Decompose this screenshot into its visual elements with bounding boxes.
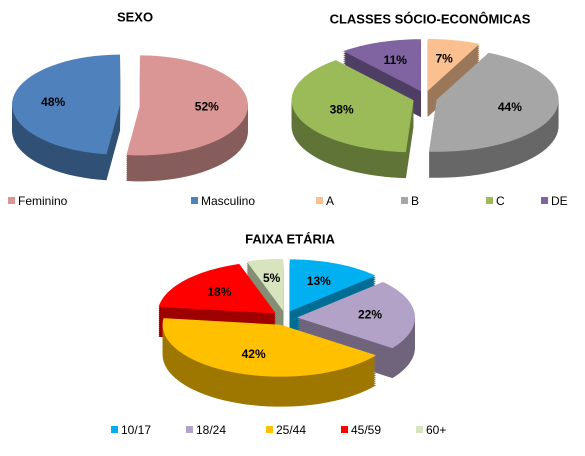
- legend-swatch: [486, 197, 493, 204]
- legend-label: B: [411, 194, 419, 208]
- legend-label: Feminino: [18, 194, 68, 208]
- legend-swatch: [8, 197, 15, 204]
- value-label: 44%: [498, 100, 522, 114]
- pie-slice: [12, 54, 121, 155]
- pie-slice: [246, 258, 284, 311]
- pie-slice: [427, 38, 480, 91]
- legend-label: A: [326, 194, 334, 208]
- legend-swatch: [191, 197, 198, 204]
- pie-slice: [162, 318, 377, 377]
- pie-slice: [289, 259, 376, 312]
- legend-label: C: [496, 194, 505, 208]
- chart-title: SEXO: [117, 9, 153, 24]
- value-label: 52%: [195, 99, 219, 113]
- value-label: 38%: [330, 102, 354, 116]
- chart-title: CLASSES SÓCIO-ECONÔMICAS: [330, 11, 531, 26]
- pie-slice: [296, 281, 415, 349]
- legend-label: 45/59: [351, 423, 381, 437]
- value-label: 48%: [41, 95, 65, 109]
- pie-slice: [343, 39, 421, 92]
- value-label: 13%: [307, 274, 331, 288]
- value-label: 7%: [435, 52, 453, 66]
- legend-label: 60+: [426, 423, 446, 437]
- legend-label: 10/17: [121, 423, 151, 437]
- chart-title: FAIXA ETÁRIA: [245, 231, 335, 246]
- legend-label: Masculino: [201, 194, 255, 208]
- value-label: 42%: [242, 347, 266, 361]
- legend-swatch: [316, 197, 323, 204]
- pie-slice: [291, 60, 414, 153]
- pie-slice: [428, 52, 559, 152]
- legend-label: DE: [551, 194, 568, 208]
- pie-slice: [158, 263, 276, 314]
- value-label: 22%: [358, 308, 382, 322]
- legend-swatch: [186, 426, 193, 433]
- value-label: 18%: [207, 285, 231, 299]
- pie-slice: [126, 55, 248, 156]
- legend-swatch: [541, 197, 548, 204]
- value-label: 11%: [384, 53, 408, 67]
- legend-label: 18/24: [196, 423, 226, 437]
- legend-swatch: [266, 426, 273, 433]
- legend-swatch: [416, 426, 423, 433]
- legend-swatch: [401, 197, 408, 204]
- legend-swatch: [341, 426, 348, 433]
- legend-label: 25/44: [276, 423, 306, 437]
- value-label: 5%: [263, 271, 281, 285]
- legend-swatch: [111, 426, 118, 433]
